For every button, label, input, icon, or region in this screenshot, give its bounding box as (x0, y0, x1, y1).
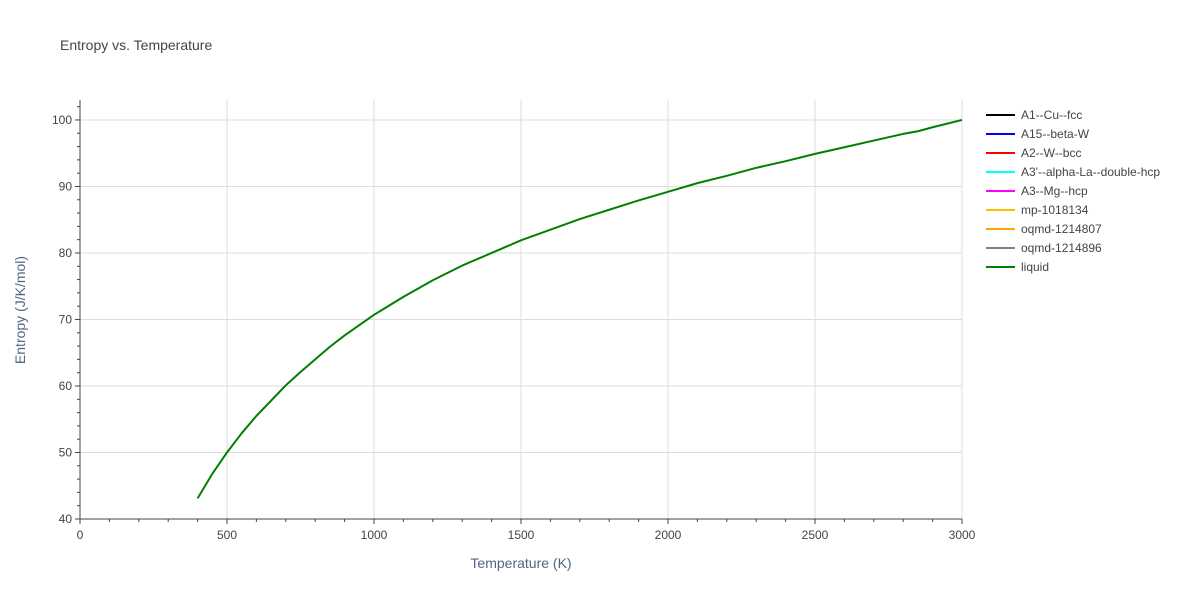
y-tick-label: 90 (59, 179, 73, 193)
legend-item[interactable]: oqmd-1214896 (986, 241, 1102, 255)
x-tick-label: 2500 (802, 528, 829, 542)
x-tick-label: 2000 (655, 528, 682, 542)
x-tick-label: 3000 (949, 528, 976, 542)
y-tick-label: 50 (59, 445, 73, 459)
y-tick-label: 70 (59, 312, 73, 326)
x-tick-label: 1500 (508, 528, 535, 542)
legend-label: liquid (1021, 260, 1049, 274)
y-tick-label: 40 (59, 512, 73, 526)
legend-label: A15--beta-W (1021, 127, 1090, 141)
legend-label: oqmd-1214807 (1021, 222, 1102, 236)
series-line-liquid (196, 118, 963, 499)
y-tick-label: 100 (52, 113, 72, 127)
legend-item[interactable]: mp-1018134 (986, 203, 1089, 217)
y-axis-title: Entropy (J/K/mol) (12, 256, 28, 364)
legend-item[interactable]: A15--beta-W (986, 127, 1090, 141)
x-tick-label: 0 (77, 528, 84, 542)
legend-label: oqmd-1214896 (1021, 241, 1102, 255)
x-axis-title: Temperature (K) (470, 555, 571, 571)
chart-title: Entropy vs. Temperature (60, 37, 212, 53)
legend-item[interactable]: A2--W--bcc (986, 146, 1081, 160)
axes: 0 500 1000 1500 2000 2500 3000 40 50 60 70 80 90 100 (52, 100, 976, 542)
legend-item[interactable]: liquid (986, 260, 1049, 274)
legend-item[interactable]: A3--Mg--hcp (986, 184, 1088, 198)
x-tick-label: 1000 (361, 528, 388, 542)
plot-area (196, 118, 963, 499)
legend-label: A3--Mg--hcp (1021, 184, 1088, 198)
legend-label: A1--Cu--fcc (1021, 108, 1082, 122)
legend-label: A3'--alpha-La--double-hcp (1021, 165, 1160, 179)
x-tick-label: 500 (217, 528, 237, 542)
grid (80, 100, 963, 520)
legend[interactable]: A1--Cu--fcc A15--beta-W A2--W--bcc A3'--alp… (986, 108, 1160, 274)
y-tick-label: 80 (59, 246, 73, 260)
y-tick-label: 60 (59, 379, 73, 393)
legend-item[interactable]: A3'--alpha-La--double-hcp (986, 165, 1160, 179)
legend-item[interactable]: A1--Cu--fcc (986, 108, 1082, 122)
legend-label: mp-1018134 (1021, 203, 1089, 217)
legend-label: A2--W--bcc (1021, 146, 1081, 160)
legend-item[interactable]: oqmd-1214807 (986, 222, 1102, 236)
